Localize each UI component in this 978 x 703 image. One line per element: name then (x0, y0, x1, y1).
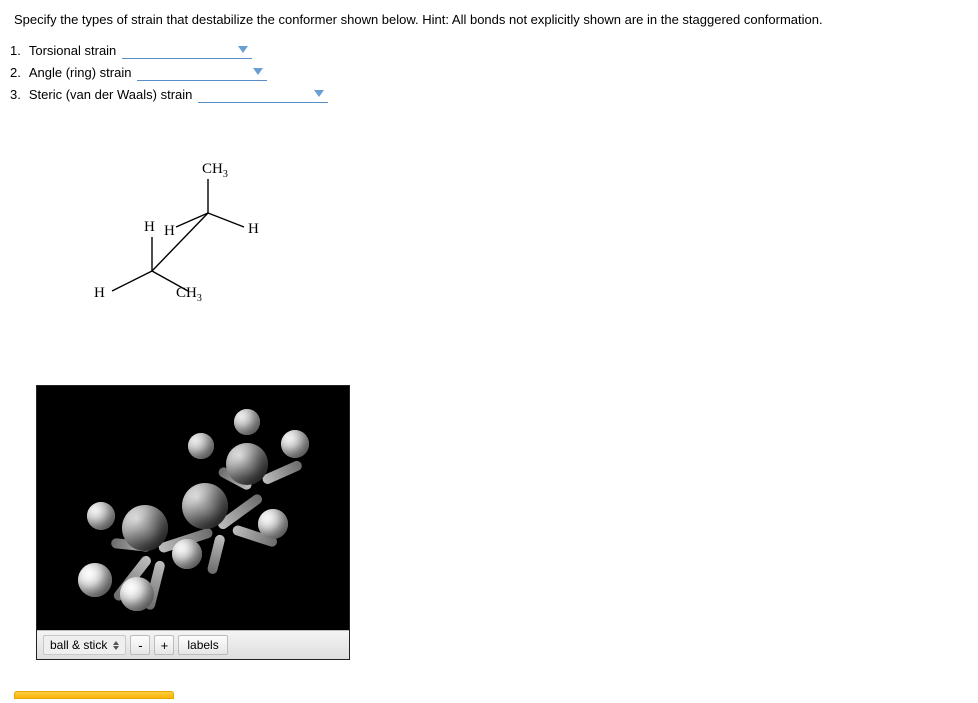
viewer-canvas[interactable] (37, 386, 349, 630)
answer-label-2: Angle (ring) strain (29, 65, 132, 80)
hydrogen-atom (258, 509, 288, 539)
structure-2d: CH3 H H H H CH3 (80, 165, 300, 345)
answer-dropdown-1[interactable] (122, 41, 252, 59)
molecule-3d-viewer: ball & stick - + labels (36, 385, 350, 660)
chevron-down-icon (314, 90, 324, 97)
viewer-toolbar: ball & stick - + labels (37, 630, 349, 659)
carbon-atom (226, 443, 268, 485)
structure-bonds (80, 165, 300, 345)
answer-dropdown-3[interactable] (198, 85, 328, 103)
answer-item-2: Angle (ring) strain (10, 63, 978, 81)
answer-label-3: Steric (van der Waals) strain (29, 87, 193, 102)
answer-item-3: Steric (van der Waals) strain (10, 85, 978, 103)
footer-accent-bar (14, 691, 174, 699)
hydrogen-atom (87, 502, 115, 530)
label-ch3-top: CH3 (202, 161, 228, 180)
label-h-right: H (248, 221, 259, 238)
carbon-atom (182, 483, 228, 529)
chevron-down-icon (238, 46, 248, 53)
stepper-icon (113, 641, 119, 650)
answer-label-1: Torsional strain (29, 43, 116, 58)
answer-item-1: Torsional strain (10, 41, 978, 59)
hydrogen-atom (172, 539, 202, 569)
label-h-bottom-left: H (94, 285, 105, 302)
hydrogen-atom (120, 577, 154, 611)
hydrogen-atom (234, 409, 260, 435)
label-h-mid: H (164, 223, 175, 240)
answer-list: Torsional strain Angle (ring) strain Ste… (10, 41, 978, 103)
zoom-in-button[interactable]: + (154, 635, 174, 655)
render-mode-value: ball & stick (50, 638, 107, 652)
label-h-top-left: H (144, 219, 155, 236)
chevron-down-icon (253, 68, 263, 75)
hydrogen-atom (78, 563, 112, 597)
render-mode-select[interactable]: ball & stick (43, 635, 126, 655)
question-text: Specify the types of strain that destabi… (0, 0, 978, 35)
answer-dropdown-2[interactable] (137, 63, 267, 81)
zoom-out-button[interactable]: - (130, 635, 150, 655)
labels-toggle-button[interactable]: labels (178, 635, 227, 655)
carbon-atom (122, 505, 168, 551)
bond (206, 534, 225, 575)
label-ch3-bottom: CH3 (176, 285, 202, 304)
hydrogen-atom (188, 433, 214, 459)
hydrogen-atom (281, 430, 309, 458)
